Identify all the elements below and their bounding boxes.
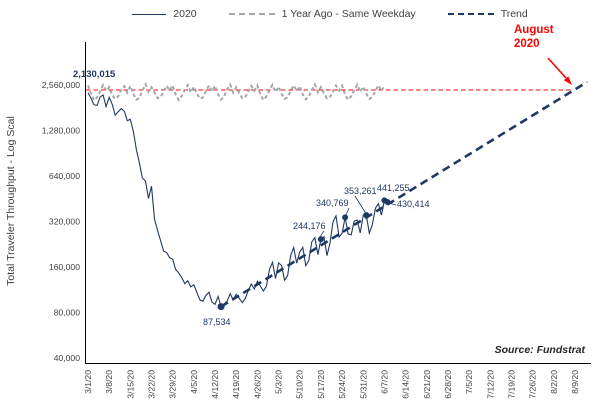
y-tick-label: 160,000 (49, 262, 80, 272)
x-tick-label: 4/26/20 (252, 370, 262, 399)
annotation-340769: 340,769 (316, 198, 349, 208)
data-point-marker (317, 236, 324, 243)
x-tick-label: 4/12/20 (210, 370, 220, 399)
x-tick-label: 6/14/20 (401, 370, 411, 399)
line-sample-solid-icon (132, 13, 167, 15)
data-point-marker (217, 303, 225, 311)
data-point-marker (384, 199, 391, 205)
data-point-marker (363, 212, 370, 218)
legend-label-trend: Trend (500, 8, 528, 20)
y-tick-label: 1,280,000 (42, 126, 80, 136)
data-point-marker (342, 214, 349, 221)
x-tick-label: 3/8/20 (104, 370, 114, 394)
x-tick-label: 3/22/20 (147, 370, 157, 399)
legend-label-2020: 2020 (173, 8, 197, 20)
annotation-441255: 441,255 (377, 183, 410, 193)
x-tick-label: 7/26/20 (528, 370, 538, 399)
x-tick-label: 7/12/20 (485, 370, 495, 399)
legend-label-year-ago: 1 Year Ago - Same Weekday (281, 8, 416, 20)
x-tick-label: 6/21/20 (422, 370, 432, 399)
y-tick-label: 2,560,000 (42, 80, 80, 90)
x-tick-label: 5/10/20 (295, 370, 305, 399)
y-tick-label: 640,000 (49, 171, 80, 181)
x-tick-label: 4/5/20 (189, 370, 199, 394)
series-2020 (87, 92, 388, 308)
line-sample-navy-dashed-icon (447, 13, 494, 15)
x-tick-label: 3/15/20 (125, 370, 135, 399)
annotation-353261: 353,261 (344, 186, 377, 196)
x-tick-label: 5/17/20 (316, 370, 326, 399)
x-tick-label: 5/3/20 (274, 370, 284, 394)
x-tick-label: 6/7/20 (379, 370, 389, 394)
x-tick-label: 3/1/20 (83, 370, 93, 394)
legend-item-year-ago: 1 Year Ago - Same Weekday (228, 8, 416, 20)
annotation-low-point: 87,534 (203, 317, 231, 327)
y-tick-label: 80,000 (54, 308, 81, 318)
annotation-244176: 244,176 (293, 221, 326, 231)
legend-item-trend: Trend (447, 8, 528, 20)
august-arrow (547, 57, 567, 79)
source-credit: Source: Fundstrat (494, 344, 585, 356)
annotation-ref-value: 2,130,015 (73, 69, 116, 80)
series-trend (220, 80, 588, 308)
x-tick-label: 4/19/20 (231, 370, 241, 399)
august-2020-callout: August 2020 (514, 24, 554, 51)
series-year-ago (87, 81, 386, 103)
annotation-leader (319, 230, 325, 238)
x-tick-label: 5/31/20 (358, 370, 368, 399)
annotation-leader (354, 195, 366, 213)
y-axis-title: Total Traveler Throughput - Log Scal (5, 116, 17, 286)
annotation-leader (345, 207, 350, 216)
x-tick-label: 8/9/20 (570, 370, 580, 394)
legend: 2020 1 Year Ago - Same Weekday Trend (45, 8, 615, 20)
line-sample-gray-dashed-icon (228, 13, 275, 15)
y-tick-label: 40,000 (54, 353, 81, 363)
august-arrowhead-icon (563, 76, 572, 85)
annotation-430414: 430,414 (397, 199, 430, 209)
x-tick-label: 6/28/20 (443, 370, 453, 399)
x-tick-label: 7/19/20 (507, 370, 517, 399)
y-tick-label: 320,000 (49, 217, 80, 227)
x-tick-label: 5/24/20 (337, 370, 347, 399)
x-tick-label: 8/2/20 (549, 370, 559, 394)
x-tick-label: 3/29/20 (168, 370, 178, 399)
legend-item-2020: 2020 (132, 8, 197, 20)
x-tick-label: 7/5/20 (464, 370, 474, 394)
